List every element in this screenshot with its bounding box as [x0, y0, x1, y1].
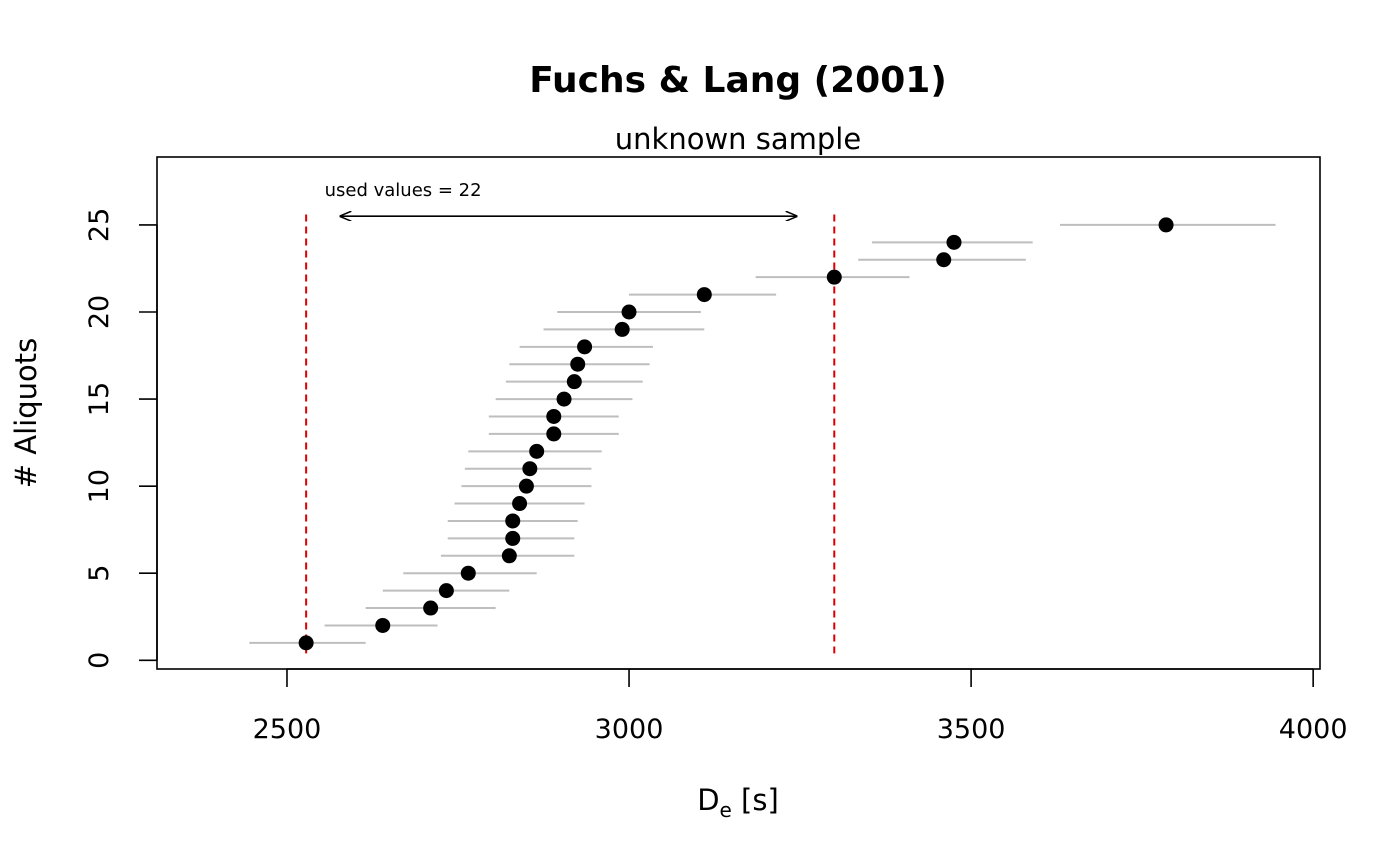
y-tick-label-25: 25: [84, 208, 115, 242]
data-point-22: [826, 269, 842, 285]
data-point-13: [546, 426, 562, 442]
data-point-21: [696, 287, 712, 303]
y-tick-label-15: 15: [84, 382, 115, 416]
chart-title: Fuchs & Lang (2001): [529, 60, 947, 101]
y-axis: 0 5 10 15 20 25: [84, 208, 158, 669]
data-point-8: [505, 513, 521, 529]
x-tick-label-3000: 3000: [595, 714, 664, 745]
data-point-3: [423, 600, 439, 616]
data-point-5: [460, 565, 476, 581]
error-bars: [249, 223, 1276, 644]
x-tick-label-4000: 4000: [1279, 714, 1348, 745]
data-points: [298, 217, 1174, 651]
plot-frame: [156, 156, 1321, 670]
annotation: used values = 22: [325, 180, 797, 216]
chart-subtitle: unknown sample: [615, 122, 861, 156]
data-point-11: [522, 461, 538, 477]
data-point-2: [375, 617, 391, 633]
used-values-label: used values = 22: [325, 180, 482, 201]
data-point-10: [518, 478, 534, 494]
x-axis: 2500 3000 3500 4000: [253, 668, 1348, 745]
data-point-1: [298, 635, 314, 651]
data-point-4: [438, 583, 454, 599]
data-point-9: [512, 496, 528, 512]
data-point-24: [946, 234, 962, 250]
data-point-7: [505, 530, 521, 546]
data-point-23: [936, 252, 952, 268]
y-tick-label-20: 20: [84, 295, 115, 329]
y-tick-label-5: 5: [84, 565, 115, 582]
data-point-17: [570, 356, 586, 372]
data-point-16: [566, 374, 582, 390]
data-point-19: [614, 321, 630, 337]
x-axis-label-subscript: e: [720, 798, 732, 822]
y-axis-label: # Aliquots: [9, 338, 43, 488]
boundary-lines: [305, 214, 836, 654]
data-point-25: [1158, 217, 1174, 233]
data-point-12: [529, 443, 545, 459]
x-axis-label-unit: [s]: [732, 783, 779, 817]
x-axis-label: De [s]: [697, 783, 779, 822]
y-tick-label-0: 0: [84, 652, 115, 669]
data-point-15: [556, 391, 572, 407]
x-tick-label-3500: 3500: [937, 714, 1006, 745]
x-axis-label-main: D: [697, 783, 719, 817]
data-point-18: [577, 339, 593, 355]
x-tick-label-2500: 2500: [253, 714, 322, 745]
data-point-14: [546, 408, 562, 424]
data-point-6: [501, 548, 517, 564]
data-point-20: [621, 304, 637, 320]
y-tick-label-10: 10: [84, 469, 115, 503]
